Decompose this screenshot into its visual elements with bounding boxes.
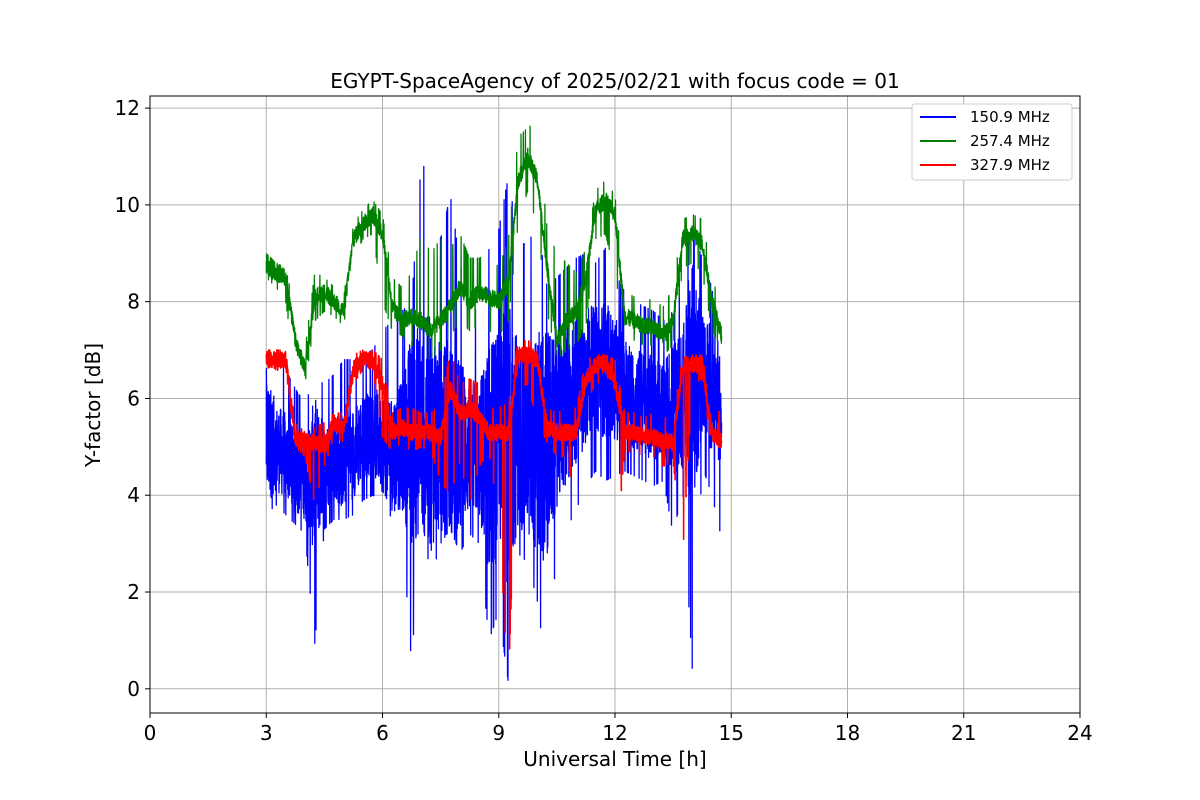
series-line [265,125,723,380]
legend-label-257-mhz: 257.4 MHz [970,132,1050,150]
x-tick-label: 18 [835,721,860,745]
x-tick-label: 6 [376,721,389,745]
series-line [265,339,723,650]
x-tick-label: 3 [260,721,273,745]
legend-label-150-mhz: 150.9 MHz [970,108,1050,126]
x-tick-label: 12 [602,721,627,745]
x-axis-label: Universal Time [h] [523,747,706,771]
y-tick-label: 10 [115,193,140,217]
y-tick-label: 0 [127,677,140,701]
y-tick-label: 12 [115,96,140,120]
y-tick-label: 4 [127,483,140,507]
x-tick-label: 15 [719,721,744,745]
legend: 150.9 MHz 257.4 MHz 327.9 MHz [911,103,1073,181]
chart-title: EGYPT-SpaceAgency of 2025/02/21 with foc… [330,69,899,93]
y-tick-label: 6 [127,386,140,410]
x-tick-label: 24 [1067,721,1092,745]
series-257-4-mhz [265,125,723,380]
y-tick-label: 2 [127,580,140,604]
y-tick-label: 8 [127,290,140,314]
x-tick-label: 21 [951,721,976,745]
y-axis-ticks: 0 2 4 6 8 10 12 [115,96,150,701]
series-layer [265,125,723,681]
y-axis-label: Y-factor [dB] [81,343,105,468]
x-tick-label: 0 [144,721,157,745]
x-axis-ticks: 0 3 6 9 12 15 18 21 24 [144,713,1093,745]
series-327-9-mhz [265,339,723,650]
legend-label-327-mhz: 327.9 MHz [970,156,1050,174]
legend-box [911,103,1073,181]
x-tick-label: 9 [492,721,505,745]
